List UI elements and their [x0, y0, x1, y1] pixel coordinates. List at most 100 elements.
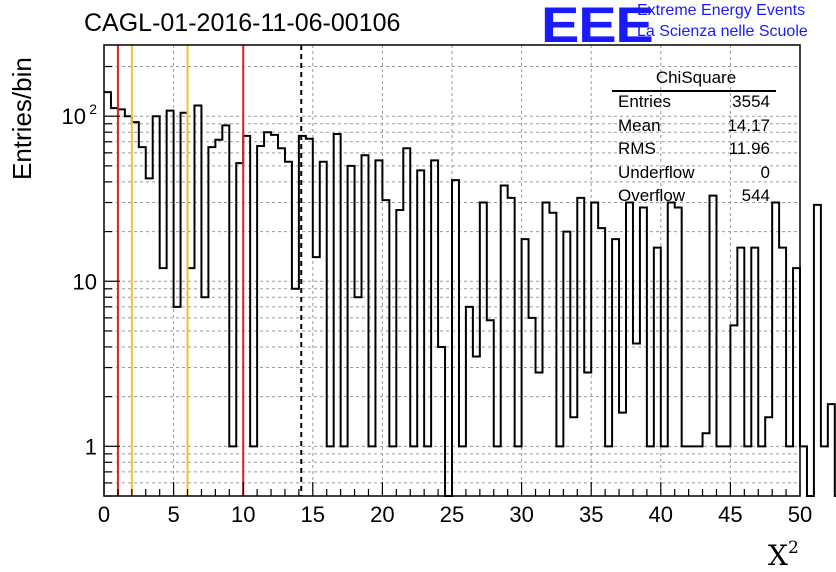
histogram-bin	[146, 178, 153, 496]
histogram-bin	[473, 357, 480, 496]
histogram-bin	[375, 160, 382, 496]
histogram-bin	[828, 404, 835, 496]
x-tick-label: 25	[440, 502, 464, 527]
histogram-bin	[382, 200, 389, 496]
histogram-bin	[640, 207, 647, 496]
histogram-bin	[132, 122, 139, 496]
histogram-bin	[320, 162, 327, 496]
histogram-bin	[682, 446, 689, 496]
histogram-bin	[431, 160, 438, 496]
y-axis-label-wrapper: Entries/bin	[7, 57, 37, 200]
histogram-bin	[522, 239, 529, 496]
y-axis-label: Entries/bin	[7, 57, 37, 180]
histogram-bin	[619, 413, 626, 496]
histogram-bin	[591, 203, 598, 496]
y-tick-exponent: 2	[89, 101, 97, 117]
histogram-bin	[549, 213, 556, 496]
histogram-bin	[181, 113, 188, 496]
histogram-outline	[104, 91, 836, 497]
histogram-bin	[480, 203, 487, 496]
x-tick-label: 0	[98, 502, 110, 527]
histogram-bin	[334, 134, 341, 496]
histogram-bin	[118, 109, 125, 496]
histogram-bin	[466, 307, 473, 496]
histogram-bin	[285, 162, 292, 496]
histogram-bin	[487, 320, 494, 496]
histogram-bin	[396, 210, 403, 496]
x-tick-label: 20	[370, 502, 394, 527]
histogram-bin	[515, 446, 522, 496]
stats-row-rms: RMS 11.96	[612, 137, 780, 161]
histogram-bin	[403, 148, 410, 496]
stats-key: RMS	[618, 139, 656, 158]
stats-key: Overflow	[618, 186, 686, 205]
histogram-bin	[563, 232, 570, 496]
histogram-bin	[626, 203, 633, 496]
histogram-bin	[229, 446, 236, 496]
histogram-bin	[459, 446, 466, 496]
x-tick-label: 40	[649, 502, 673, 527]
x-tick-label: 45	[718, 502, 742, 527]
histogram-bin	[236, 163, 243, 496]
histogram-bin	[201, 297, 208, 496]
histogram-bin	[598, 228, 605, 496]
histogram-bin	[605, 446, 612, 496]
histogram-bin	[188, 268, 195, 496]
histogram-bin	[737, 248, 744, 496]
histogram-bin	[710, 196, 717, 496]
chart-title: CAGL-01-2016-11-06-00106	[84, 9, 401, 37]
histogram-bin	[654, 248, 661, 496]
histogram-bin	[250, 446, 257, 496]
histogram-bin	[299, 136, 306, 496]
histogram-bin	[612, 239, 619, 496]
histogram-bin	[577, 198, 584, 496]
histogram-bin	[723, 446, 730, 496]
histogram-bin	[362, 155, 369, 496]
x-tick-label: 15	[301, 502, 325, 527]
histogram-bin	[716, 446, 723, 496]
stats-value: 0	[760, 162, 770, 182]
histogram-bin	[758, 446, 765, 496]
histogram-bin	[355, 297, 362, 496]
histogram-bin	[222, 125, 229, 496]
histogram-bin	[111, 108, 118, 496]
histogram-bin	[744, 446, 751, 496]
stats-box: ChiSquare Entries 3554 Mean 14.17 RMS 11…	[612, 66, 780, 208]
histogram-bin	[689, 446, 696, 496]
stats-row-underflow: Underflow 0	[612, 161, 780, 185]
histogram-bin	[417, 170, 424, 496]
histogram-bin	[570, 417, 577, 496]
histogram-bin	[661, 446, 668, 496]
histogram-bin	[703, 433, 710, 496]
y-tick-label: 1	[85, 434, 97, 459]
stats-row-overflow: Overflow 544	[612, 184, 780, 208]
histogram-bin	[542, 203, 549, 496]
histogram-bin	[765, 417, 772, 496]
histogram-bin	[368, 446, 375, 496]
histogram-bin	[313, 257, 320, 496]
histogram-bin	[194, 106, 201, 496]
histogram-bin	[174, 307, 181, 496]
histogram-bin	[208, 147, 215, 496]
histogram-bin	[529, 318, 536, 496]
histogram-bin	[243, 136, 250, 496]
stats-key: Underflow	[618, 162, 695, 182]
histogram-bin	[348, 166, 355, 496]
histogram-bin	[327, 446, 334, 496]
histogram-bin	[125, 116, 132, 496]
histogram-bin	[675, 207, 682, 496]
histogram-bin	[501, 186, 508, 496]
x-axis-label: X2	[768, 538, 799, 572]
histogram-bin	[772, 203, 779, 496]
stats-value: 14.17	[727, 115, 770, 135]
stats-row-mean: Mean 14.17	[612, 114, 780, 138]
histogram-bin	[800, 446, 807, 496]
histogram-bin	[424, 446, 431, 496]
stats-key: Mean	[618, 115, 661, 135]
x-tick-label: 10	[231, 502, 255, 527]
histogram-bin	[821, 446, 828, 496]
y-tick-label: 10	[73, 269, 97, 294]
histogram-bin	[410, 446, 417, 496]
histogram-bin	[292, 289, 299, 496]
